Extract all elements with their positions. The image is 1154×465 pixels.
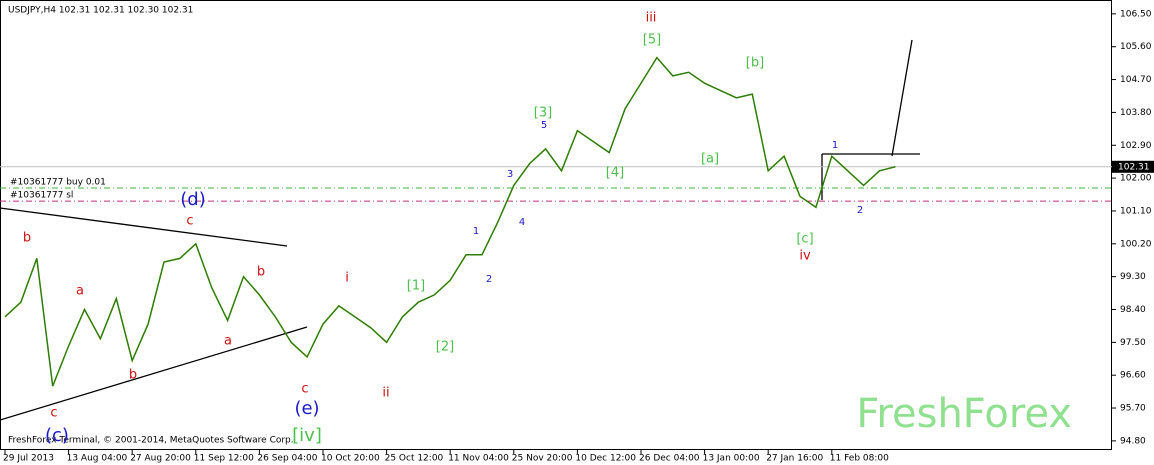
symbol-header: USDJPY,H4 102.31 102.31 102.30 102.31: [8, 6, 193, 16]
watermark: FreshForex: [856, 391, 1072, 437]
trend-line: [0, 207, 288, 247]
wave-label: [a]: [701, 152, 719, 167]
wave-label: 5: [541, 120, 547, 131]
wave-label: [3]: [534, 106, 552, 121]
y-tick-label: 95.70: [1120, 404, 1146, 414]
order-label: #10361777 sl: [10, 191, 73, 201]
wave-label: i: [345, 271, 349, 286]
price-line: [4, 56, 896, 387]
wave-label: a: [224, 334, 232, 349]
x-tick-label: 26 Sep 04:00: [257, 454, 317, 464]
wave-label: a: [76, 284, 84, 299]
wave-label: [b]: [746, 56, 764, 71]
x-tick-label: 26 Dec 04:00: [639, 454, 700, 464]
copyright: FreshForex Terminal, © 2001-2014, MetaQu…: [8, 436, 294, 446]
wave-label: [4]: [606, 166, 624, 181]
y-tick-label: 102.90: [1120, 141, 1152, 151]
wave-label: [5]: [643, 33, 661, 48]
wave-label: 3: [507, 169, 513, 180]
x-tick-label: 25 Oct 12:00: [385, 454, 444, 464]
current-price-label: 102.31: [1118, 162, 1150, 172]
wave-label: b: [257, 265, 265, 280]
x-tick-label: 11 Sep 12:00: [194, 454, 254, 464]
wave-label: b: [23, 231, 31, 246]
plot-frame: [0, 0, 1112, 450]
wave-label: [c]: [796, 232, 813, 247]
y-tick-label: 99.30: [1120, 272, 1146, 282]
wave-label: (e): [294, 398, 319, 419]
trend-line: [0, 326, 308, 421]
wave-label: [1]: [407, 279, 425, 294]
wave-label: c: [301, 382, 308, 397]
x-tick-label: 27 Jan 16:00: [766, 454, 823, 464]
current-price-box: [1112, 160, 1154, 173]
x-tick-label: 27 Aug 20:00: [130, 454, 191, 464]
y-tick-label: 102.00: [1120, 174, 1152, 184]
wave-label: c: [186, 214, 193, 229]
x-tick-label: 29 Jul 2013: [3, 454, 54, 464]
x-tick-label: 11 Nov 04:00: [448, 454, 509, 464]
x-tick-label: 25 Nov 20:00: [512, 454, 573, 464]
y-tick-label: 96.60: [1120, 371, 1146, 381]
wave-label: c: [50, 406, 57, 421]
x-tick-label: 10 Oct 20:00: [321, 454, 380, 464]
y-tick-label: 97.50: [1120, 338, 1146, 348]
y-tick-label: 105.60: [1120, 42, 1152, 52]
y-tick-label: 103.80: [1120, 108, 1152, 118]
wave-label: [2]: [436, 340, 454, 355]
x-tick-label: 11 Feb 08:00: [830, 454, 889, 464]
y-tick-label: 98.40: [1120, 305, 1146, 315]
y-tick-label: 104.70: [1120, 75, 1152, 85]
wave-label: (d): [180, 189, 205, 210]
y-tick-label: 106.50: [1120, 9, 1152, 19]
wave-label: iv: [799, 249, 811, 264]
x-tick-label: 10 Dec 12:00: [575, 454, 636, 464]
wave-label: b: [129, 368, 137, 383]
wave-label: 2: [486, 274, 492, 285]
wave-label: 4: [519, 217, 525, 228]
y-tick-label: 94.80: [1120, 436, 1146, 446]
wave-label: [iv]: [292, 425, 322, 446]
projection-line: [891, 39, 913, 157]
order-label: #10361777 buy 0.01: [10, 177, 106, 187]
wave-label: 1: [473, 226, 479, 237]
y-tick-label: 101.10: [1120, 206, 1152, 216]
wave-label: ii: [382, 386, 389, 401]
wave-label: iii: [646, 11, 657, 26]
wave-label: 2: [857, 205, 863, 216]
x-tick-label: 13 Jan 00:00: [703, 454, 760, 464]
y-tick-label: 100.20: [1120, 239, 1152, 249]
wave-label: (c): [45, 425, 69, 446]
x-tick-label: 13 Aug 04:00: [67, 454, 128, 464]
wave-label: 1: [832, 140, 838, 151]
